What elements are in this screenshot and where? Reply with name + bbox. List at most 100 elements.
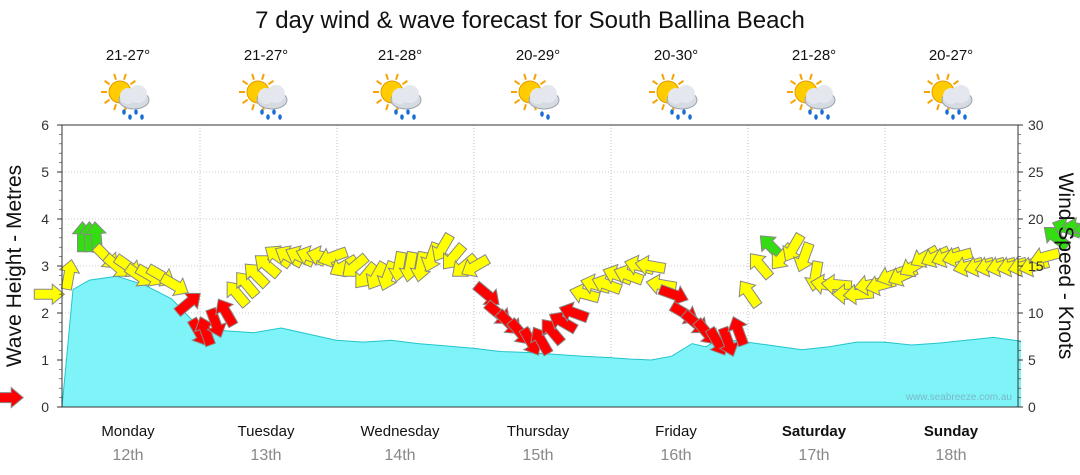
wind-arrow [244, 263, 271, 290]
left-tick-label: 1 [41, 352, 49, 368]
sun-ray [523, 73, 527, 80]
rain-drop [963, 114, 967, 120]
cloud-puff [539, 85, 557, 103]
day-name: Saturday [782, 423, 847, 440]
rain-drop [266, 114, 270, 120]
sun-ray [395, 73, 399, 80]
wind-arrow [431, 231, 455, 262]
day-name: Wednesday [361, 423, 440, 440]
rain-drop [134, 109, 138, 115]
wind-arrow [173, 292, 201, 318]
right-tick-label: 5 [1028, 352, 1036, 368]
rain-drop [546, 114, 550, 120]
wind-arrow [205, 306, 227, 339]
wind-arrow [591, 273, 623, 295]
day-name: Thursday [507, 423, 570, 440]
left-tick-label: 5 [41, 164, 49, 180]
rain-drop [945, 109, 949, 115]
sun-ray [514, 80, 521, 86]
day-date: 14th [384, 447, 415, 464]
wind-arrow [226, 281, 251, 309]
wind-arrow [727, 316, 749, 348]
sun-ray [671, 73, 675, 80]
sun-ray [376, 98, 383, 104]
sun-ray [401, 80, 408, 86]
rain-showers-icon [787, 73, 836, 120]
sun-ray [661, 104, 665, 111]
wind-arrow [236, 271, 261, 300]
wind-arrow [0, 386, 24, 409]
sun-ray [790, 80, 797, 86]
rain-drop [814, 114, 818, 120]
wind-arrow [541, 318, 567, 347]
wind-arrow [738, 280, 763, 310]
day-name: Tuesday [238, 423, 295, 440]
sun-ray [514, 98, 521, 104]
rain-drop [808, 109, 812, 115]
partly-cloudy-icon [511, 73, 560, 120]
rain-drop [394, 109, 398, 115]
left-axis-label: Wave Height - Metres [3, 165, 26, 367]
sun-ray [104, 80, 111, 86]
right-tick-label: 20 [1028, 211, 1044, 227]
sun-ray [104, 98, 111, 104]
wind-arrow [158, 272, 189, 297]
rain-drop [820, 109, 824, 115]
wind-arrow [254, 255, 283, 280]
rain-drop [122, 109, 126, 115]
rain-drop [670, 109, 674, 115]
day-name: Monday [101, 423, 155, 440]
rain-drop [278, 114, 282, 120]
cloud-puff [267, 85, 285, 103]
sun-ray [261, 73, 265, 80]
day-name: Friday [655, 423, 697, 440]
rain-showers-icon [924, 73, 973, 120]
day-temperature: 21-27° [244, 47, 288, 64]
rain-drop [951, 114, 955, 120]
sun-ray [242, 98, 249, 104]
left-tick-label: 4 [41, 211, 49, 227]
day-date: 17th [798, 447, 829, 464]
wind-arrow [569, 282, 601, 304]
rain-drop [260, 109, 264, 115]
wind-arrow [58, 258, 81, 291]
rain-drop [272, 109, 276, 115]
sun-ray [523, 104, 527, 111]
rain-drop [682, 109, 686, 115]
rain-drop [128, 114, 132, 120]
wind-arrow [657, 284, 689, 306]
wind-arrow [461, 253, 492, 278]
left-tick-label: 0 [41, 399, 49, 415]
sun-ray [927, 80, 934, 86]
left-tick-label: 6 [41, 117, 49, 133]
sun-ray [936, 73, 940, 80]
sun-ray [251, 104, 255, 111]
rain-drop [412, 114, 416, 120]
rain-showers-icon [373, 73, 422, 120]
rain-drop [406, 109, 410, 115]
sun-ray [242, 80, 249, 86]
sun-ray [652, 98, 659, 104]
sun-ray [123, 73, 127, 80]
sun-ray [927, 98, 934, 104]
weather-icons [101, 73, 973, 120]
day-temperature: 21-27° [106, 47, 150, 64]
day-labels: Monday 12th Tuesday 13th Wednesday 14th Thursd… [101, 423, 978, 464]
day-date: 12th [112, 447, 143, 464]
day-temperature: 20-27° [929, 47, 973, 64]
wind-arrow [782, 231, 806, 262]
cloud-puff [952, 85, 970, 103]
wind-arrow [317, 246, 349, 269]
wind-arrow [749, 253, 775, 281]
wind-arrow [558, 301, 590, 324]
sun-ray [809, 73, 813, 80]
rain-drop [826, 114, 830, 120]
day-date: 18th [935, 447, 966, 464]
sun-ray [376, 80, 383, 86]
sun-ray [661, 73, 665, 80]
sun-ray [652, 80, 659, 86]
rain-drop [688, 114, 692, 120]
wind-arrow [941, 246, 974, 269]
wind-arrow [215, 298, 239, 329]
right-tick-label: 25 [1028, 164, 1044, 180]
